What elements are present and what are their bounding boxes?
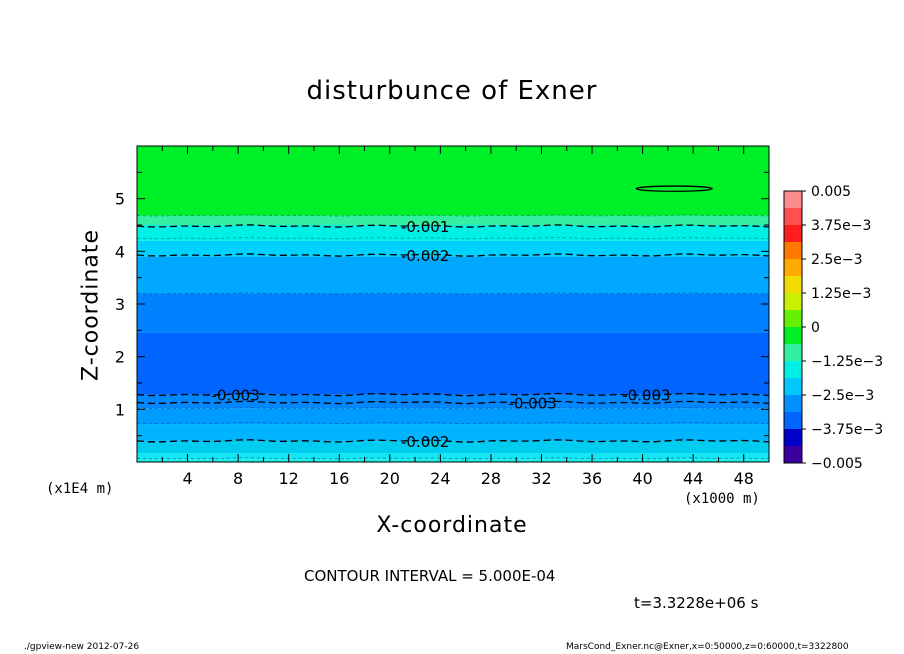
x-tick-label: 20 — [380, 469, 400, 488]
contour-label: -0.002 — [401, 247, 449, 265]
chart-title: disturbunce of Exner — [306, 76, 598, 106]
colorbar-swatch — [784, 327, 802, 345]
colorbar-tick-label: −0.005 — [811, 456, 863, 472]
contour-label: -0.003 — [211, 387, 259, 405]
colorbar-swatch — [784, 293, 802, 311]
colorbar-tick-label: −3.75e−3 — [811, 422, 883, 438]
x-unit-label: (x1000 m) — [684, 491, 760, 507]
colorbar-swatch — [784, 225, 802, 243]
y-tick-label: 3 — [115, 295, 125, 314]
colorbar-swatch — [784, 259, 802, 277]
contour-label: -0.001 — [401, 218, 449, 236]
contour-fill — [137, 146, 769, 462]
x-tick-label: 44 — [683, 469, 703, 488]
y-tick-label: 1 — [115, 400, 125, 419]
y-tick-label: 4 — [115, 242, 125, 261]
x-tick-label: 4 — [182, 469, 192, 488]
colorbar-swatch — [784, 446, 802, 464]
level-band — [137, 256, 769, 294]
colorbar-tick-label: 0 — [811, 320, 820, 336]
x-axis: 4 8 12 16 20 24 28 32 36 40 44 48 — [161, 146, 754, 488]
x-tick-label: 16 — [329, 469, 349, 488]
contour-label: -0.003 — [508, 394, 556, 412]
colorbar-swatch — [784, 344, 802, 362]
contour-label: -0.002 — [401, 433, 449, 451]
closed-contour — [635, 185, 713, 192]
contour-interval-text: CONTOUR INTERVAL = 5.000E-04 — [304, 567, 556, 585]
level-band — [137, 394, 769, 409]
y-unit-label: (x1E4 m) — [46, 481, 114, 497]
level-band — [137, 215, 769, 225]
x-axis-label: X-coordinate — [376, 513, 528, 538]
colorbar-swatch — [784, 412, 802, 430]
y-axis-label: Z-coordinate — [78, 229, 104, 381]
y-tick-label: 2 — [115, 348, 125, 367]
colorbar-swatch — [784, 378, 802, 396]
colorbar-swatch — [784, 191, 802, 209]
x-tick-label: 32 — [531, 469, 551, 488]
x-tick-label: 12 — [279, 469, 299, 488]
colorbar-tick-label: −1.25e−3 — [811, 354, 883, 370]
level-band — [137, 453, 769, 460]
level-band — [137, 408, 769, 425]
colorbar: 0.005 3.75e−3 2.5e−3 1.25e−3 0 −1.25e−3 −2.5e−… — [783, 184, 883, 472]
x-tick-label: 8 — [233, 469, 243, 488]
x-tick-label: 28 — [481, 469, 501, 488]
footer-right: MarsCond_Exner.nc@Exner,x=0:50000,z=0:60… — [566, 642, 849, 652]
colorbar-tick-label: 0.005 — [811, 184, 851, 200]
colorbar-tick-label: −2.5e−3 — [811, 388, 874, 404]
colorbar-tick-label: 1.25e−3 — [811, 286, 871, 302]
level-band — [137, 440, 769, 454]
contour-lines: -0.001 -0.002 -0.003 -0.003 -0.003 -0.002 — [136, 185, 770, 460]
footer-left: ./gpview-new 2012-07-26 — [24, 642, 140, 652]
level-band — [137, 225, 769, 241]
colorbar-swatch — [784, 361, 802, 379]
contour-label: -0.003 — [622, 387, 670, 405]
level-band — [137, 332, 769, 395]
contour-line — [136, 400, 770, 405]
y-axis: 1 2 3 4 5 — [115, 171, 769, 437]
colorbar-swatch — [784, 276, 802, 294]
level-band — [137, 424, 769, 441]
level-band — [137, 459, 769, 462]
colorbar-swatch — [784, 310, 802, 328]
contour-line — [136, 439, 770, 443]
colorbar-swatch — [784, 242, 802, 260]
colorbar-swatch — [784, 429, 802, 447]
x-tick-label: 40 — [632, 469, 652, 488]
colorbar-swatch — [784, 208, 802, 226]
time-text: t=3.3228e+06 s — [634, 594, 759, 612]
colorbar-tick-label: 2.5e−3 — [811, 252, 863, 268]
colorbar-swatch — [784, 395, 802, 413]
contour-line — [136, 253, 770, 257]
y-tick-label: 5 — [115, 190, 125, 209]
contour-line — [136, 224, 770, 228]
colorbar-tick-label: 3.75e−3 — [811, 218, 871, 234]
level-band — [137, 240, 769, 257]
level-band — [137, 146, 769, 216]
x-tick-label: 36 — [582, 469, 602, 488]
x-tick-label: 24 — [430, 469, 450, 488]
x-tick-label: 48 — [734, 469, 754, 488]
level-band — [137, 293, 769, 333]
contour-line — [136, 392, 770, 397]
